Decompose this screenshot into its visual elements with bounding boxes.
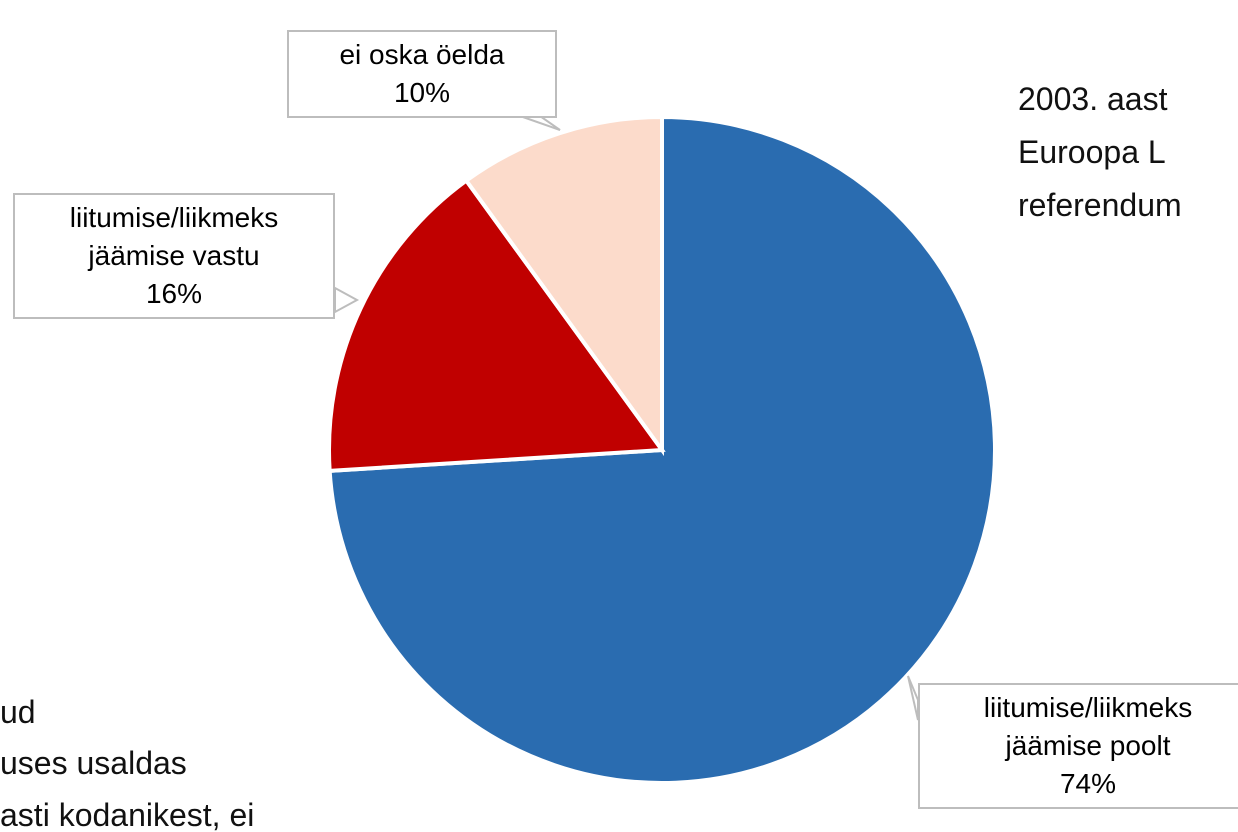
annotation: ud xyxy=(0,694,36,730)
annotation: referendum xyxy=(1018,187,1182,223)
callout-tail xyxy=(907,675,919,721)
data-label: ei oska öelda 10% xyxy=(287,30,557,118)
category-label: ei oska öelda xyxy=(339,39,505,70)
pie-slice xyxy=(463,114,664,457)
value-label: 10% xyxy=(393,77,451,108)
pie-slice xyxy=(327,177,666,474)
data-label: liitumise/liikmeks jäämise poolt 74% xyxy=(918,683,1238,809)
annotation: 2003. aast xyxy=(1018,81,1168,117)
category-label: liitumise/liikmeks jäämise poolt xyxy=(983,692,1193,761)
category-label: liitumise/liikmeks jäämise vastu xyxy=(69,202,279,271)
callout-tail xyxy=(519,115,561,131)
value-label: 74% xyxy=(1059,768,1117,799)
callout-tail xyxy=(334,286,360,314)
data-label: liitumise/liikmeks jäämise vastu 16% xyxy=(13,193,335,319)
annotation: Euroopa L xyxy=(1018,134,1166,170)
annotation: uses usaldas xyxy=(0,745,187,781)
value-label: 16% xyxy=(145,278,203,309)
annotation: asti kodanikest, ei xyxy=(0,797,254,832)
